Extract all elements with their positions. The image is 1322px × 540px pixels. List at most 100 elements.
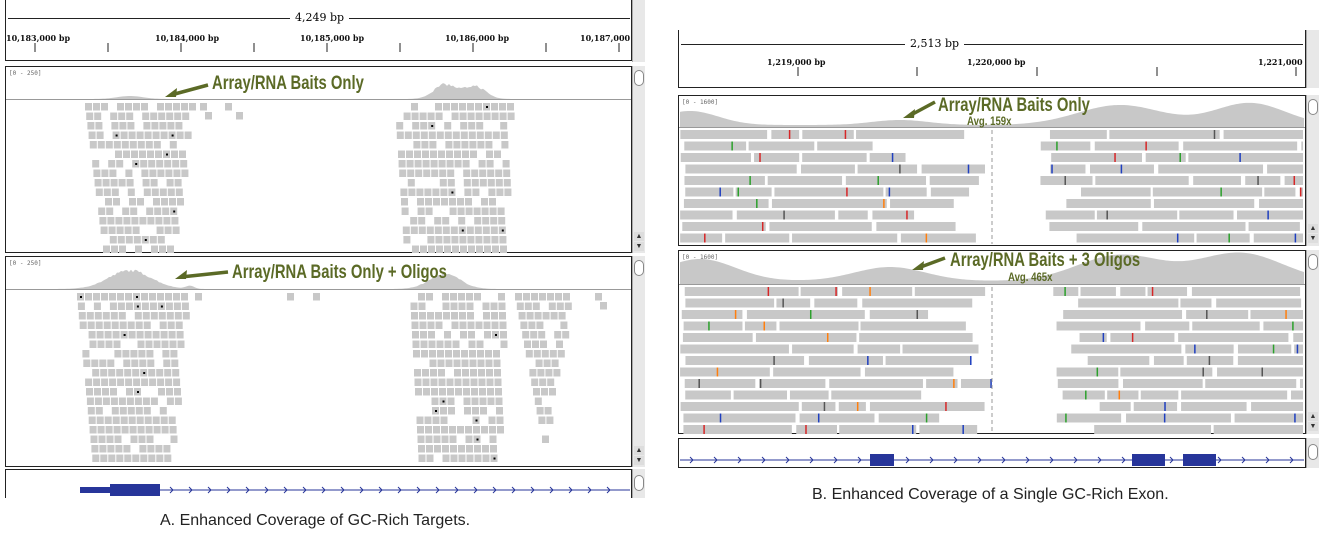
aligned-read xyxy=(1237,356,1303,365)
scrollbar[interactable]: ▲ ▼ xyxy=(1306,250,1319,434)
aligned-read xyxy=(426,454,434,462)
aligned-read xyxy=(89,340,97,348)
aligned-read xyxy=(170,350,178,358)
aligned-read xyxy=(680,367,770,377)
aligned-read xyxy=(503,169,511,177)
aligned-read xyxy=(471,179,479,187)
aligned-read xyxy=(140,454,148,462)
aligned-read xyxy=(468,340,476,348)
mismatch-mark xyxy=(737,187,740,197)
aligned-read xyxy=(1293,333,1303,342)
aligned-read xyxy=(1071,344,1182,354)
mismatch-mark xyxy=(846,187,848,197)
aligned-read xyxy=(176,131,184,139)
aligned-read xyxy=(488,188,496,196)
aligned-read xyxy=(450,445,457,453)
aligned-read xyxy=(172,226,180,234)
aligned-read xyxy=(792,344,854,354)
aligned-read xyxy=(474,293,481,301)
aligned-read xyxy=(173,302,181,310)
aligned-read xyxy=(682,333,753,342)
aligned-read xyxy=(1263,321,1303,331)
aligned-read xyxy=(436,245,443,253)
strand-arrow-icon xyxy=(1025,456,1030,464)
scrollbar[interactable] xyxy=(1306,30,1319,88)
aligned-read xyxy=(538,331,546,339)
aligned-read xyxy=(680,344,789,354)
strand-arrow-icon xyxy=(283,486,288,494)
aligned-read xyxy=(129,426,137,434)
aligned-read xyxy=(102,397,110,405)
aligned-read xyxy=(159,321,167,329)
scrollbar[interactable] xyxy=(632,469,645,498)
strand-arrow-icon xyxy=(1097,456,1102,464)
aligned-read xyxy=(99,445,107,453)
aligned-read xyxy=(492,131,500,139)
aligned-read xyxy=(421,141,429,149)
aligned-read xyxy=(128,131,136,139)
aligned-read xyxy=(422,378,430,386)
aligned-read xyxy=(104,416,112,424)
aligned-read xyxy=(518,312,526,320)
aligned-read xyxy=(960,379,991,388)
strand-arrow-icon xyxy=(511,486,516,494)
aligned-read xyxy=(427,321,435,329)
aligned-read xyxy=(430,160,438,168)
mismatch-mark xyxy=(1120,164,1123,174)
aligned-read xyxy=(430,378,438,386)
aligned-read xyxy=(468,131,476,139)
aligned-read xyxy=(85,378,93,386)
aligned-read xyxy=(542,312,550,320)
aligned-read xyxy=(451,236,459,244)
aligned-read xyxy=(814,298,858,308)
data-range: [0 - 250] xyxy=(9,260,42,267)
aligned-read xyxy=(434,226,442,234)
aligned-read xyxy=(919,425,978,434)
aligned-read xyxy=(838,210,868,220)
strand-arrow-icon xyxy=(1289,456,1294,464)
aligned-read xyxy=(411,312,418,320)
aligned-read xyxy=(152,416,160,424)
aligned-read xyxy=(449,435,457,443)
scrollbar[interactable] xyxy=(1306,438,1319,468)
scrollbar[interactable]: ▲ ▼ xyxy=(632,66,645,253)
mismatch-mark xyxy=(1261,367,1264,377)
aligned-read xyxy=(154,207,162,215)
aligned-read xyxy=(142,312,150,320)
aligned-read xyxy=(428,131,436,139)
aligned-read xyxy=(110,112,118,120)
aligned-read xyxy=(685,298,775,308)
scrollbar[interactable] xyxy=(632,0,645,62)
aligned-read xyxy=(465,426,472,434)
strand-arrow-icon xyxy=(1121,456,1126,464)
scrollbar[interactable]: ▲ ▼ xyxy=(632,256,645,467)
aligned-read xyxy=(112,416,120,424)
aligned-read xyxy=(112,331,120,339)
aligned-read xyxy=(138,350,146,358)
aligned-read xyxy=(94,312,102,320)
aligned-read xyxy=(560,321,568,329)
aligned-read xyxy=(149,378,157,386)
aligned-read xyxy=(130,350,138,358)
mismatch-mark xyxy=(1064,287,1066,296)
aligned-read xyxy=(857,164,918,174)
mismatch-mark xyxy=(1294,233,1297,243)
aligned-read xyxy=(135,245,142,253)
aligned-read xyxy=(551,359,559,367)
aligned-read xyxy=(148,369,156,377)
aligned-read xyxy=(463,397,471,405)
aligned-read xyxy=(680,153,751,162)
mismatch-mark xyxy=(1176,233,1179,243)
aligned-read xyxy=(149,236,157,244)
aligned-read xyxy=(458,293,465,301)
scrollbar[interactable]: ▲ ▼ xyxy=(1306,95,1319,246)
aligned-read xyxy=(435,103,442,111)
mismatch-mark xyxy=(1239,153,1241,162)
tick-label: 10,186,000 bp xyxy=(445,33,510,43)
mismatch-mark xyxy=(767,287,770,296)
aligned-read xyxy=(225,103,232,111)
aligned-read xyxy=(491,312,498,320)
mismatch-mark xyxy=(698,379,700,388)
aligned-read xyxy=(411,103,418,111)
aligned-read xyxy=(415,169,423,177)
